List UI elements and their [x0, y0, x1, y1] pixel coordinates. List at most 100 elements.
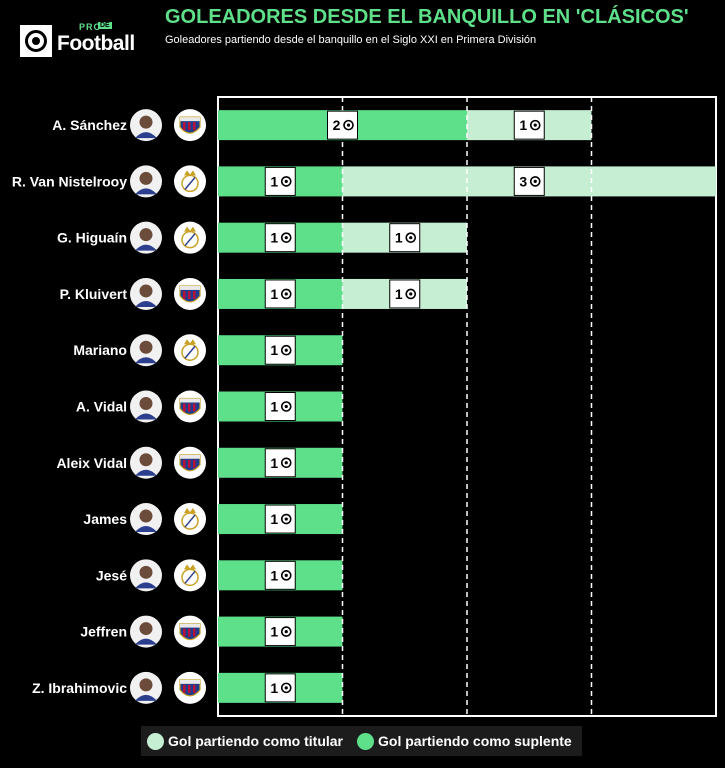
value-label-suplente-text: 1 [270, 567, 278, 583]
realmadrid-crest-icon [174, 503, 206, 536]
barcelona-crest-icon [174, 446, 206, 479]
value-label-suplente: 1 [264, 279, 296, 309]
crest-stripe [193, 403, 196, 412]
player-photo-shirt [135, 694, 157, 701]
crest-stripe [183, 684, 186, 693]
value-label-suplente-text: 1 [270, 230, 278, 246]
value-label-suplente-text: 1 [270, 286, 278, 302]
category-label: Z. Ibrahimovic [32, 680, 127, 696]
realmadrid-crest-icon [174, 559, 206, 592]
crest-band [184, 176, 196, 190]
crest-top [180, 398, 200, 403]
player-photo-head [139, 340, 153, 354]
crest-stripe [188, 459, 191, 468]
crest-top [180, 117, 200, 122]
player-photo-shirt [135, 526, 157, 533]
value-label-suplente: 1 [264, 166, 296, 196]
crest-stripe [188, 290, 191, 299]
crest-top [180, 285, 200, 290]
player-photo-head [139, 115, 153, 129]
crest-band [184, 345, 196, 359]
player-photo-head [139, 622, 153, 636]
player-photo-icon [130, 615, 162, 648]
crest-crown [184, 226, 196, 232]
soccer-ball-center [284, 629, 288, 634]
category-label: Jeffren [80, 624, 127, 640]
legend-label-titular: Gol partiendo como titular [168, 733, 344, 749]
player-photo-shirt [135, 357, 157, 364]
legend-dot-titular-icon [147, 732, 164, 750]
legend-item-titular: Gol partiendo como titular [147, 732, 344, 750]
player-photo-icon [130, 559, 162, 592]
barcelona-crest-icon [174, 109, 206, 142]
crest-stripe [193, 459, 196, 468]
player-photo-head [139, 509, 153, 523]
logo-ball-icon [20, 25, 52, 57]
logo-de: DE [98, 22, 112, 29]
player-photo-head [139, 453, 153, 467]
value-label-titular: 1 [513, 110, 545, 140]
category-label: P. Kluivert [60, 286, 128, 302]
crest-top [180, 679, 200, 684]
value-label-suplente: 1 [264, 448, 296, 478]
value-label-titular-text: 1 [519, 117, 527, 133]
player-photo-shirt [135, 300, 157, 307]
chart-title: GOLEADORES DESDE EL BANQUILLO EN 'CLÁSIC… [165, 6, 689, 28]
category-label: James [83, 511, 127, 527]
realmadrid-crest-icon [174, 221, 206, 254]
barcelona-crest-icon [174, 277, 206, 310]
value-label-titular-box [389, 279, 421, 309]
player-photo-icon [130, 334, 162, 367]
value-label-suplente-box [264, 560, 296, 590]
crest-stripe [183, 403, 186, 412]
value-label-suplente: 2 [327, 110, 358, 140]
crest-stripe [183, 290, 186, 299]
crest-stripe [183, 628, 186, 637]
player-photo-shirt [135, 582, 157, 589]
soccer-ball-center [346, 123, 351, 127]
barcelona-crest-icon [174, 390, 206, 423]
soccer-ball-center [284, 348, 288, 352]
soccer-ball-center [284, 573, 288, 577]
player-photo-icon [130, 221, 162, 254]
crest-crown [184, 339, 196, 345]
legend: Gol partiendo como titular Gol partiendo… [141, 726, 582, 756]
category-label: R. Van Nistelrooy [12, 173, 127, 189]
legend-item-suplente: Gol partiendo como suplente [357, 732, 572, 750]
value-label-titular: 3 [513, 166, 545, 196]
value-label-suplente-text: 1 [270, 624, 278, 640]
value-label-suplente-text: 1 [270, 680, 278, 696]
value-label-suplente: 1 [264, 560, 296, 590]
crest-top [180, 623, 200, 628]
soccer-ball-center [533, 123, 537, 127]
player-photo-head [139, 397, 153, 410]
soccer-ball-center [284, 686, 288, 690]
category-label: G. Higuaín [57, 230, 127, 246]
value-label-suplente-text: 1 [270, 511, 278, 527]
crest-stripe [193, 684, 196, 693]
crest-crown [184, 564, 196, 570]
crest-top [180, 454, 200, 459]
player-photo-head [139, 171, 153, 185]
value-label-suplente: 1 [264, 223, 296, 253]
category-label: Mariano [73, 342, 127, 358]
player-photo-head [139, 678, 153, 692]
soccer-ball-center [284, 461, 288, 465]
category-label: A. Sánchez [52, 117, 127, 133]
soccer-ball-center [409, 292, 413, 296]
category-label: Aleix Vidal [56, 455, 127, 471]
crest-stripe [183, 459, 186, 468]
soccer-ball-center [409, 236, 413, 240]
crest-band [184, 514, 196, 528]
soccer-ball-center [284, 292, 288, 296]
soccer-ball-center [284, 236, 288, 240]
player-photo-head [139, 228, 153, 242]
value-label-suplente-text: 1 [270, 455, 278, 471]
legend-dot-suplente-icon [357, 732, 375, 750]
legend-label-suplente: Gol partiendo como suplente [378, 733, 572, 749]
value-label-suplente-text: 1 [270, 342, 278, 358]
player-photo-head [139, 565, 153, 579]
value-label-titular-text: 1 [395, 286, 403, 302]
player-photo-shirt [135, 638, 157, 645]
player-photo-shirt [135, 132, 157, 139]
